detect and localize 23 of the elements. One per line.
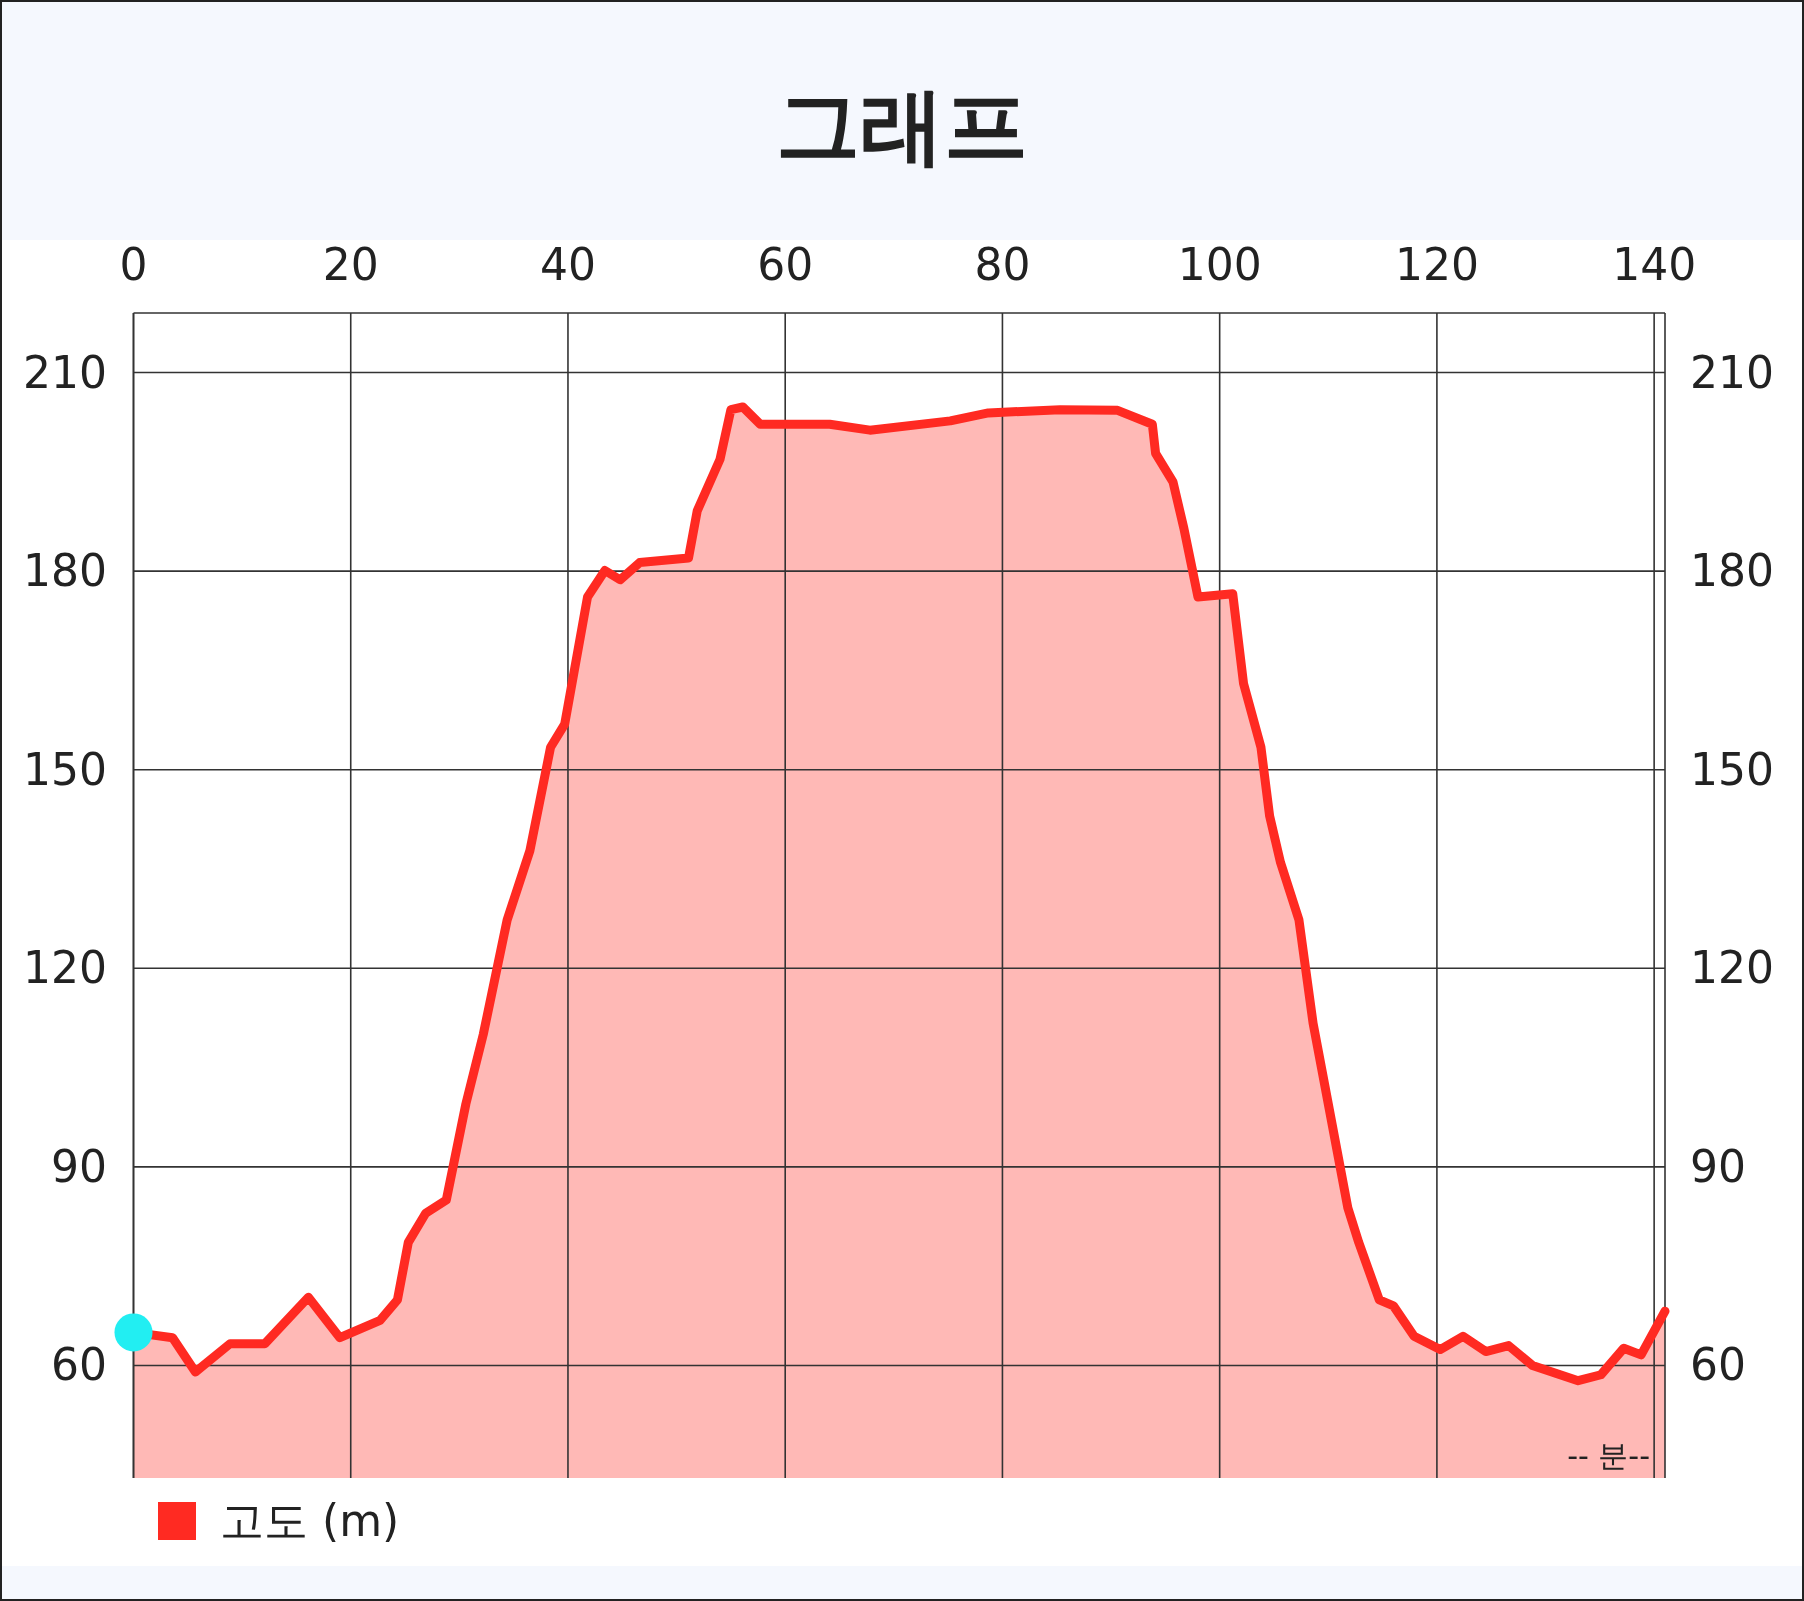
legend-label: 고도 (m) bbox=[220, 1495, 400, 1546]
y-tick-label: 150 bbox=[23, 743, 107, 795]
y-tick-label: 120 bbox=[23, 942, 107, 994]
y-tick-label: 210 bbox=[23, 346, 107, 398]
y-tick-label: 60 bbox=[51, 1339, 107, 1391]
y2-tick-label: 180 bbox=[1690, 545, 1774, 597]
x-tick-label: 100 bbox=[1177, 239, 1262, 290]
chart-title: 그래프 bbox=[776, 77, 1028, 175]
y2-tick-label: 120 bbox=[1690, 942, 1774, 994]
x-tick-label: 80 bbox=[974, 239, 1031, 290]
y-tick-label: 90 bbox=[51, 1140, 107, 1192]
x-tick-label: 40 bbox=[539, 239, 596, 290]
x-tick-label: 0 bbox=[119, 239, 148, 290]
x-tick-label: 60 bbox=[757, 239, 814, 290]
y-tick-label: 180 bbox=[23, 545, 107, 597]
y2-tick-label: 90 bbox=[1690, 1140, 1746, 1192]
y2-tick-label: 210 bbox=[1690, 346, 1774, 398]
x-tick-label: 20 bbox=[322, 239, 379, 290]
y2-tick-label: 150 bbox=[1690, 743, 1774, 795]
x-axis-title: -- 분-- bbox=[1567, 1438, 1650, 1473]
x-tick-label: 120 bbox=[1394, 239, 1479, 290]
y2-tick-label: 60 bbox=[1690, 1339, 1746, 1391]
x-tick-label: 140 bbox=[1612, 239, 1697, 290]
